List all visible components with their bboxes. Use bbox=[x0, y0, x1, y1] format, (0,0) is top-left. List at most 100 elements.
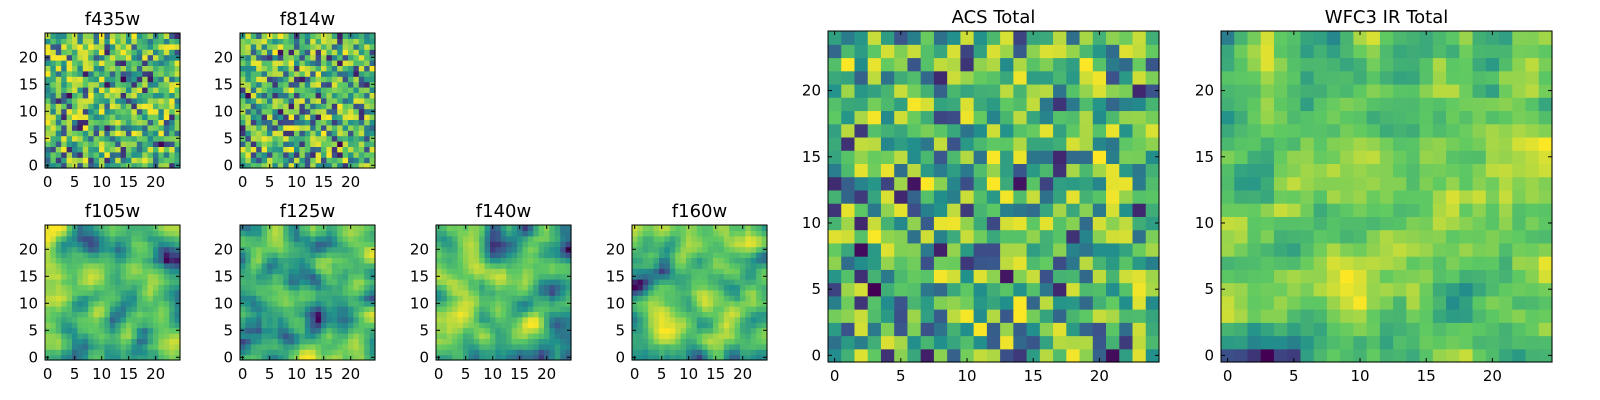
heatmap-cell bbox=[61, 151, 68, 158]
heatmap-cell bbox=[1000, 97, 1014, 112]
heatmap-cell bbox=[364, 130, 371, 137]
heatmap-cell bbox=[1106, 150, 1120, 164]
heatmap-cell bbox=[1039, 322, 1054, 337]
y-tick-label: 5 bbox=[28, 129, 38, 147]
heatmap-cell bbox=[1273, 335, 1288, 350]
heatmap-cell bbox=[907, 163, 922, 178]
heatmap-cell bbox=[331, 135, 338, 142]
heatmap-cell bbox=[702, 246, 709, 253]
heatmap-cell bbox=[288, 135, 295, 142]
heatmap-cell bbox=[109, 162, 116, 169]
heatmap-cell bbox=[267, 273, 273, 280]
heatmap-cell bbox=[527, 338, 534, 345]
heatmap-cell bbox=[1406, 348, 1421, 363]
heatmap-cell bbox=[637, 333, 644, 339]
heatmap-cell bbox=[50, 354, 57, 361]
heatmap-cell bbox=[702, 235, 709, 242]
heatmap-cell bbox=[1039, 57, 1054, 72]
heatmap-cell bbox=[158, 230, 165, 237]
heatmap-cell bbox=[61, 124, 68, 131]
heatmap-cell bbox=[1326, 335, 1341, 350]
heatmap-cell bbox=[256, 225, 263, 231]
heatmap-cell bbox=[55, 306, 62, 312]
heatmap-cell bbox=[637, 300, 644, 307]
heatmap-cell bbox=[310, 151, 317, 158]
x-tick-label: 0 bbox=[43, 365, 53, 383]
heatmap-cell bbox=[761, 235, 768, 242]
heatmap-cell bbox=[664, 262, 671, 269]
heatmap-cell bbox=[61, 130, 68, 137]
heatmap-cell bbox=[527, 311, 534, 318]
heatmap-cell bbox=[894, 70, 909, 85]
heatmap-cell bbox=[299, 316, 306, 323]
heatmap-cell bbox=[304, 97, 311, 104]
heatmap-cell bbox=[93, 246, 100, 253]
heatmap-cell bbox=[369, 76, 376, 83]
heatmap-cell bbox=[761, 338, 768, 345]
heatmap-cell bbox=[446, 241, 453, 248]
heatmap-cell bbox=[358, 306, 365, 312]
heatmap-cell bbox=[894, 150, 909, 164]
heatmap-cell bbox=[894, 123, 909, 138]
heatmap-cell bbox=[358, 119, 365, 126]
heatmap-cell bbox=[299, 333, 306, 339]
heatmap-cell bbox=[337, 38, 344, 45]
heatmap-cell bbox=[1326, 322, 1341, 337]
heatmap-cell bbox=[1221, 229, 1235, 244]
heatmap-cell bbox=[1512, 229, 1527, 244]
heatmap-cell bbox=[72, 295, 78, 302]
heatmap-cell bbox=[734, 284, 741, 291]
heatmap-cell bbox=[457, 333, 464, 339]
heatmap-cell bbox=[854, 176, 869, 191]
heatmap-cell bbox=[342, 65, 349, 72]
heatmap-cell bbox=[277, 257, 284, 264]
heatmap-cell bbox=[66, 235, 73, 242]
heatmap-cell bbox=[66, 87, 73, 93]
heatmap-cell bbox=[288, 333, 295, 339]
heatmap-cell bbox=[457, 295, 464, 302]
heatmap-cell bbox=[321, 235, 327, 242]
heatmap-cell bbox=[99, 49, 105, 56]
heatmap-cell bbox=[517, 343, 523, 350]
heatmap-cell bbox=[136, 135, 143, 142]
heatmap-cell bbox=[828, 256, 842, 270]
x-tick-label: 10 bbox=[92, 173, 111, 191]
heatmap-cell bbox=[867, 44, 882, 59]
heatmap-cell bbox=[353, 103, 360, 110]
heatmap-cell bbox=[82, 87, 89, 93]
heatmap-cell bbox=[1013, 295, 1028, 310]
heatmap-cell bbox=[1340, 203, 1354, 217]
heatmap-cell bbox=[120, 338, 127, 345]
heatmap-cell bbox=[147, 273, 154, 280]
heatmap-cell bbox=[880, 189, 895, 204]
heatmap-cell bbox=[294, 146, 300, 153]
heatmap-cell bbox=[250, 279, 257, 285]
heatmap-cell bbox=[1512, 309, 1527, 323]
heatmap-cell bbox=[240, 43, 246, 50]
heatmap-cell bbox=[147, 262, 154, 269]
heatmap-cell bbox=[675, 252, 682, 258]
heatmap-cell bbox=[642, 289, 649, 296]
heatmap-cell bbox=[120, 81, 127, 88]
heatmap-cell bbox=[1353, 229, 1368, 244]
heatmap-cell bbox=[245, 38, 252, 45]
heatmap-cell bbox=[174, 268, 181, 275]
heatmap-cell bbox=[522, 246, 529, 253]
heatmap-cell bbox=[358, 38, 365, 45]
heatmap-cell bbox=[277, 38, 284, 45]
heatmap-cell bbox=[1432, 242, 1447, 257]
heatmap-cell bbox=[136, 108, 143, 115]
heatmap-cell bbox=[723, 333, 730, 339]
heatmap-cell bbox=[66, 38, 73, 45]
heatmap-cell bbox=[986, 123, 1001, 138]
heatmap-cell bbox=[299, 322, 306, 329]
heatmap-cell bbox=[533, 235, 540, 242]
heatmap-cell bbox=[256, 354, 263, 361]
heatmap-cell bbox=[463, 230, 469, 237]
heatmap-cell bbox=[707, 241, 714, 248]
heatmap-cell bbox=[261, 225, 268, 231]
heatmap-cell bbox=[1132, 229, 1147, 244]
heatmap-cell bbox=[82, 235, 89, 242]
heatmap-cell bbox=[109, 235, 116, 242]
heatmap-cell bbox=[66, 92, 73, 99]
